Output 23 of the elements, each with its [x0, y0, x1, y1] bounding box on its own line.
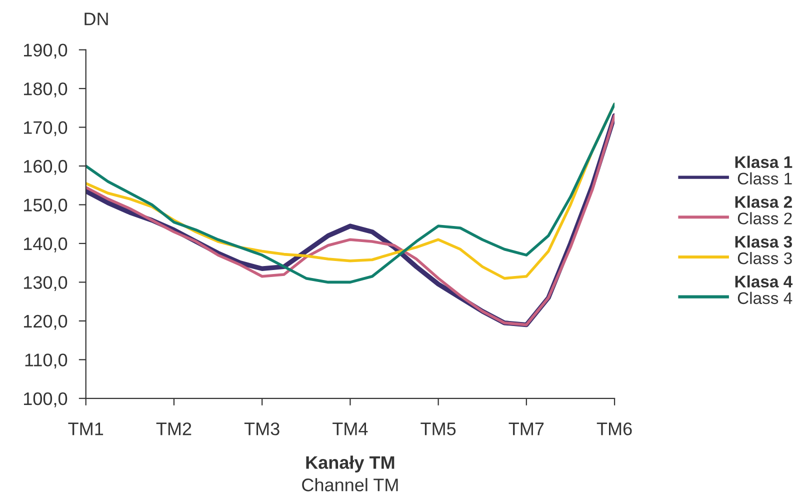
x-tick-label: TM7 [508, 422, 544, 436]
y-tick-label: 140,0 [24, 237, 68, 252]
legend-label: Klasa 2 Class 2 [735, 196, 792, 224]
y-tick-label: 120,0 [24, 314, 68, 330]
x-axis-title: Kanały TM Channel TM [302, 456, 398, 492]
legend-label: Klasa 4 Class 4 [735, 275, 793, 304]
y-tick-label: 180,0 [24, 82, 68, 98]
y-tick-label: 100,0 [24, 392, 68, 408]
legend-label: Klasa 3 Class 3 [735, 235, 792, 264]
x-tick-label: TM5 [420, 422, 456, 436]
y-tick-label: 170,0 [24, 121, 68, 136]
x-tick-label: TM3 [244, 422, 280, 436]
y-tick-label: 110,0 [25, 354, 68, 369]
y-axis-title: DN [84, 12, 108, 26]
y-tick-label: 150,0 [24, 198, 68, 214]
x-tick-label: TM1 [68, 422, 104, 436]
y-tick-label: 160,0 [24, 160, 68, 175]
x-tick-label: TM6 [596, 422, 632, 436]
x-tick-label: TM4 [332, 422, 368, 436]
legend-label: Klasa 1 Class 1 [735, 156, 792, 185]
x-tick-label: TM2 [156, 422, 192, 436]
y-tick-label: 190,0 [24, 44, 68, 59]
y-tick-label: 130,0 [24, 276, 68, 292]
